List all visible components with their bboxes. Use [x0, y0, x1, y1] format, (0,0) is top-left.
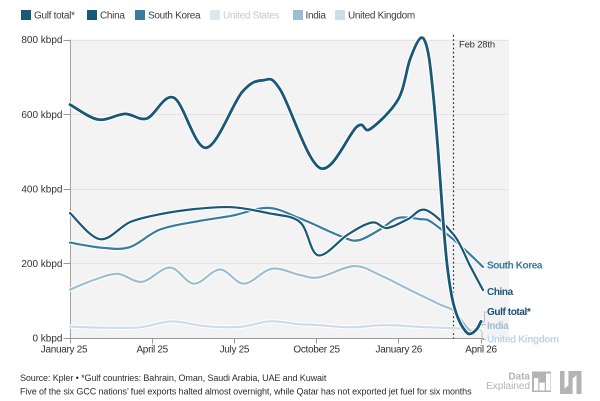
svg-text:Gulf total*: Gulf total*	[34, 11, 75, 22]
svg-text:China: China	[100, 11, 125, 22]
svg-text:July 25: July 25	[220, 345, 250, 356]
svg-text:Gulf total*: Gulf total*	[487, 307, 531, 318]
svg-text:China: China	[487, 287, 514, 298]
svg-text:Data: Data	[508, 372, 530, 383]
svg-text:800 kbpd: 800 kbpd	[21, 35, 62, 46]
svg-text:United States: United States	[223, 11, 279, 22]
svg-text:South Korea: South Korea	[487, 261, 543, 272]
svg-text:India: India	[306, 11, 327, 22]
svg-text:United Kingdom: United Kingdom	[348, 11, 415, 22]
svg-text:200 kbpd: 200 kbpd	[21, 259, 62, 270]
svg-text:United Kingdom: United Kingdom	[487, 335, 559, 346]
svg-text:South Korea: South Korea	[148, 11, 201, 22]
svg-text:April 26: April 26	[465, 345, 497, 356]
svg-text:600 kbpd: 600 kbpd	[21, 110, 62, 121]
svg-text:Source: Kpler • *Gulf countrie: Source: Kpler • *Gulf countries: Bahrain…	[20, 373, 327, 383]
svg-text:April 25: April 25	[136, 345, 168, 356]
svg-text:Explained: Explained	[486, 381, 530, 392]
svg-text:January 25: January 25	[41, 345, 88, 356]
svg-text:Feb 28th: Feb 28th	[459, 40, 495, 51]
svg-text:India: India	[487, 321, 509, 332]
svg-text:Five of the six GCC nations’ f: Five of the six GCC nations’ fuel export…	[20, 386, 472, 396]
svg-text:400 kbpd: 400 kbpd	[21, 185, 62, 196]
svg-text:0 kbpd: 0 kbpd	[32, 334, 62, 345]
svg-text:January 26: January 26	[376, 345, 423, 356]
svg-text:October 25: October 25	[293, 345, 340, 356]
